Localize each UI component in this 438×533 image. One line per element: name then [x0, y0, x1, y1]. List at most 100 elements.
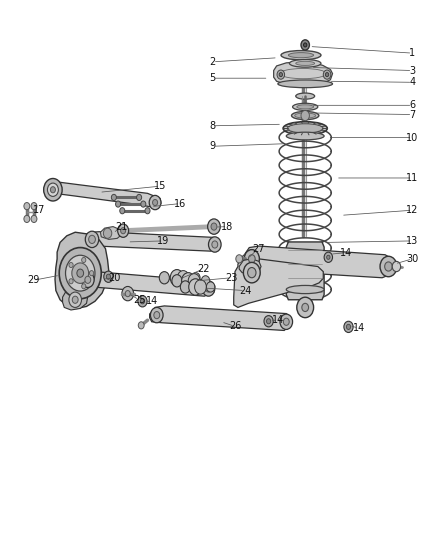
- Circle shape: [159, 272, 170, 284]
- Circle shape: [301, 110, 309, 120]
- Text: 14: 14: [272, 315, 284, 325]
- Circle shape: [47, 183, 58, 196]
- Circle shape: [69, 279, 73, 284]
- Text: 12: 12: [406, 205, 419, 215]
- Circle shape: [85, 231, 99, 247]
- Circle shape: [116, 201, 120, 207]
- Circle shape: [327, 255, 330, 260]
- Circle shape: [208, 219, 220, 235]
- Text: 15: 15: [154, 181, 166, 191]
- Polygon shape: [80, 272, 215, 296]
- Text: 14: 14: [353, 323, 365, 333]
- Circle shape: [141, 201, 146, 207]
- Circle shape: [77, 269, 84, 277]
- Circle shape: [138, 322, 144, 329]
- Circle shape: [304, 43, 307, 47]
- Circle shape: [325, 72, 329, 77]
- Polygon shape: [150, 306, 291, 330]
- Polygon shape: [274, 62, 332, 85]
- Text: 1: 1: [410, 48, 416, 58]
- Polygon shape: [46, 182, 161, 207]
- Circle shape: [149, 196, 161, 209]
- Text: 8: 8: [210, 121, 216, 131]
- Ellipse shape: [297, 105, 314, 109]
- Polygon shape: [239, 259, 261, 274]
- Circle shape: [323, 70, 331, 79]
- Circle shape: [206, 282, 215, 292]
- Circle shape: [279, 72, 283, 77]
- Circle shape: [170, 270, 184, 286]
- Circle shape: [154, 311, 160, 319]
- Ellipse shape: [296, 93, 314, 99]
- Circle shape: [188, 273, 200, 288]
- Polygon shape: [63, 289, 88, 310]
- Circle shape: [194, 280, 206, 294]
- Circle shape: [244, 249, 259, 268]
- Text: 25: 25: [133, 295, 145, 305]
- Circle shape: [277, 70, 285, 79]
- Polygon shape: [87, 232, 220, 251]
- Circle shape: [24, 203, 30, 209]
- Ellipse shape: [295, 113, 316, 118]
- Text: 14: 14: [145, 296, 158, 306]
- Circle shape: [140, 298, 145, 304]
- Circle shape: [189, 279, 202, 295]
- Text: 18: 18: [221, 222, 233, 232]
- Circle shape: [211, 223, 217, 230]
- Circle shape: [104, 271, 113, 282]
- Ellipse shape: [281, 51, 321, 60]
- Circle shape: [59, 247, 101, 298]
- Circle shape: [72, 296, 78, 303]
- Ellipse shape: [293, 103, 318, 110]
- Circle shape: [212, 241, 218, 248]
- Text: 14: 14: [340, 248, 352, 257]
- Text: 10: 10: [406, 133, 419, 142]
- Circle shape: [301, 40, 309, 50]
- Circle shape: [192, 273, 200, 283]
- Circle shape: [324, 252, 332, 262]
- Circle shape: [280, 314, 293, 329]
- Circle shape: [103, 228, 112, 238]
- Ellipse shape: [296, 61, 314, 66]
- Circle shape: [177, 271, 189, 285]
- Circle shape: [69, 262, 73, 268]
- Polygon shape: [239, 254, 258, 269]
- Circle shape: [283, 318, 289, 325]
- Circle shape: [120, 208, 125, 214]
- Ellipse shape: [278, 80, 332, 87]
- Text: 3: 3: [410, 66, 416, 76]
- Circle shape: [302, 303, 308, 311]
- Text: 4: 4: [410, 77, 416, 87]
- Ellipse shape: [288, 53, 314, 58]
- Circle shape: [247, 268, 256, 278]
- Text: 23: 23: [226, 273, 238, 283]
- Circle shape: [120, 228, 126, 234]
- Circle shape: [205, 285, 212, 292]
- Text: 2: 2: [209, 57, 216, 67]
- Circle shape: [248, 255, 255, 263]
- Text: 22: 22: [197, 264, 209, 274]
- Circle shape: [202, 281, 215, 296]
- Circle shape: [137, 195, 141, 200]
- Text: 30: 30: [406, 254, 419, 264]
- Ellipse shape: [283, 122, 327, 135]
- Circle shape: [138, 296, 147, 307]
- Circle shape: [344, 321, 353, 333]
- Circle shape: [236, 255, 243, 263]
- Circle shape: [85, 276, 91, 284]
- Polygon shape: [286, 242, 324, 300]
- Text: 13: 13: [406, 236, 419, 246]
- Circle shape: [201, 276, 210, 286]
- Circle shape: [180, 281, 191, 293]
- Circle shape: [81, 257, 86, 263]
- Circle shape: [122, 286, 134, 301]
- Circle shape: [69, 292, 81, 308]
- Circle shape: [244, 262, 260, 283]
- Circle shape: [50, 187, 56, 193]
- Circle shape: [266, 319, 271, 324]
- Text: 16: 16: [174, 199, 187, 208]
- Text: 6: 6: [410, 100, 416, 110]
- Circle shape: [44, 179, 62, 201]
- Ellipse shape: [286, 132, 324, 140]
- Circle shape: [182, 273, 195, 289]
